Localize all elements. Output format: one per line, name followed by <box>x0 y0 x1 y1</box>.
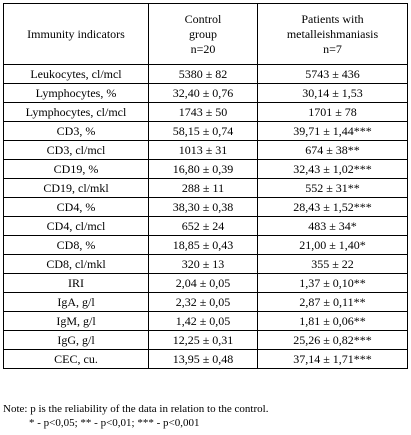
header-patients-line-2: metalleishmaniasis <box>286 26 379 41</box>
cell-indicator: CD19, % <box>3 159 149 179</box>
cell-control: 58,15 ± 0,74 <box>148 121 258 141</box>
immunity-table: Immunity indicators Control group n=20 P… <box>3 3 408 369</box>
cell-control: 16,80 ± 0,39 <box>148 159 258 179</box>
table-note: Note: p is the reliability of the data i… <box>3 402 268 430</box>
cell-indicator: CD4, % <box>3 197 149 217</box>
cell-control: 32,40 ± 0,76 <box>148 83 258 103</box>
cell-indicator: CD3, % <box>3 121 149 141</box>
cell-indicator: IgM, g/l <box>3 311 149 331</box>
cell-patients: 552 ± 31** <box>257 178 408 198</box>
cell-indicator: CD8, % <box>3 235 149 255</box>
table-row: CD8, % 18,85 ± 0,43 21,00 ± 1,40* <box>3 235 408 255</box>
table-row: Lymphocytes, % 32,40 ± 0,76 30,14 ± 1,53 <box>3 83 408 103</box>
header-patients-line-3: n=7 <box>323 41 342 56</box>
header-control-line-3: n=20 <box>190 41 216 56</box>
cell-indicator: IgA, g/l <box>3 292 149 312</box>
cell-control: 38,30 ± 0,38 <box>148 197 258 217</box>
table-row: CEC, cu. 13,95 ± 0,48 37,14 ± 1,71*** <box>3 349 408 369</box>
cell-control: 13,95 ± 0,48 <box>148 349 258 369</box>
header-control-line-1: Control <box>184 11 222 26</box>
cell-control: 1,42 ± 0,05 <box>148 311 258 331</box>
cell-patients: 1,81 ± 0,06** <box>257 311 408 331</box>
header-patients-line-1: Patients with <box>301 11 364 26</box>
cell-patients: 2,87 ± 0,11** <box>257 292 408 312</box>
cell-indicator: Lymphocytes, % <box>3 83 149 103</box>
cell-patients: 32,43 ± 1,02*** <box>257 159 408 179</box>
cell-control: 320 ± 13 <box>148 254 258 274</box>
cell-indicator: CEC, cu. <box>3 349 149 369</box>
cell-patients: 483 ± 34* <box>257 216 408 236</box>
cell-control: 1013 ± 31 <box>148 140 258 160</box>
table-row: CD3, cl/mcl 1013 ± 31 674 ± 38** <box>3 140 408 160</box>
cell-patients: 39,71 ± 1,44*** <box>257 121 408 141</box>
header-indicator: Immunity indicators <box>3 3 149 65</box>
cell-indicator: Leukocytes, cl/mcl <box>3 64 149 84</box>
cell-patients: 28,43 ± 1,52*** <box>257 197 408 217</box>
cell-indicator: IRI <box>3 273 149 293</box>
table-row: CD4, % 38,30 ± 0,38 28,43 ± 1,52*** <box>3 197 408 217</box>
cell-patients: 25,26 ± 0,82*** <box>257 330 408 350</box>
header-patients: Patients with metalleishmaniasis n=7 <box>257 3 408 65</box>
cell-control: 1743 ± 50 <box>148 102 258 122</box>
table-row: CD19, cl/mkl 288 ± 11 552 ± 31** <box>3 178 408 198</box>
header-control: Control group n=20 <box>148 3 258 65</box>
cell-patients: 355 ± 22 <box>257 254 408 274</box>
cell-patients: 21,00 ± 1,40* <box>257 235 408 255</box>
cell-control: 652 ± 24 <box>148 216 258 236</box>
cell-patients: 1,37 ± 0,10** <box>257 273 408 293</box>
cell-indicator: Lymphocytes, cl/mcl <box>3 102 149 122</box>
cell-indicator: CD19, cl/mkl <box>3 178 149 198</box>
table-row: CD4, cl/mcl 652 ± 24 483 ± 34* <box>3 216 408 236</box>
note-line-1: Note: p is the reliability of the data i… <box>3 403 269 415</box>
cell-patients: 37,14 ± 1,71*** <box>257 349 408 369</box>
cell-patients: 674 ± 38** <box>257 140 408 160</box>
table-header-row: Immunity indicators Control group n=20 P… <box>3 3 408 65</box>
cell-patients: 5743 ± 436 <box>257 64 408 84</box>
cell-control: 288 ± 11 <box>148 178 258 198</box>
table-row: Leukocytes, cl/mcl 5380 ± 82 5743 ± 436 <box>3 64 408 84</box>
cell-indicator: CD8, cl/mkl <box>3 254 149 274</box>
note-line-2: * - p<0,05; ** - p<0,01; *** - p<0,001 <box>29 417 200 429</box>
cell-indicator: CD3, cl/mcl <box>3 140 149 160</box>
cell-control: 18,85 ± 0,43 <box>148 235 258 255</box>
cell-patients: 30,14 ± 1,53 <box>257 83 408 103</box>
cell-control: 2,32 ± 0,05 <box>148 292 258 312</box>
table-row: IgG, g/l 12,25 ± 0,31 25,26 ± 0,82*** <box>3 330 408 350</box>
table-row: Lymphocytes, cl/mcl 1743 ± 50 1701 ± 78 <box>3 102 408 122</box>
table-row: CD3, % 58,15 ± 0,74 39,71 ± 1,44*** <box>3 121 408 141</box>
cell-indicator: IgG, g/l <box>3 330 149 350</box>
cell-control: 12,25 ± 0,31 <box>148 330 258 350</box>
cell-patients: 1701 ± 78 <box>257 102 408 122</box>
cell-control: 2,04 ± 0,05 <box>148 273 258 293</box>
table-row: IRI 2,04 ± 0,05 1,37 ± 0,10** <box>3 273 408 293</box>
cell-control: 5380 ± 82 <box>148 64 258 84</box>
table-row: IgA, g/l 2,32 ± 0,05 2,87 ± 0,11** <box>3 292 408 312</box>
table-row: CD19, % 16,80 ± 0,39 32,43 ± 1,02*** <box>3 159 408 179</box>
table-row: CD8, cl/mkl 320 ± 13 355 ± 22 <box>3 254 408 274</box>
cell-indicator: CD4, cl/mcl <box>3 216 149 236</box>
table-row: IgM, g/l 1,42 ± 0,05 1,81 ± 0,06** <box>3 311 408 331</box>
header-control-line-2: group <box>189 26 217 41</box>
